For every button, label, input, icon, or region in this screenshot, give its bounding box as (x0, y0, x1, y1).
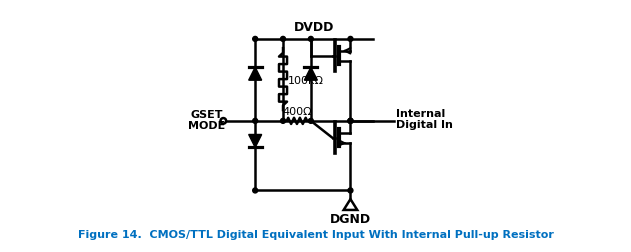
Text: 100kΩ: 100kΩ (288, 76, 324, 85)
Text: Internal
Digital In: Internal Digital In (396, 108, 453, 130)
Circle shape (348, 119, 353, 124)
Text: DGND: DGND (330, 212, 371, 225)
Circle shape (348, 119, 353, 124)
Circle shape (281, 119, 285, 124)
Text: Figure 14.  CMOS/TTL Digital Equivalent Input With Internal Pull-up Resistor: Figure 14. CMOS/TTL Digital Equivalent I… (78, 229, 553, 239)
Text: GSET
MODE: GSET MODE (187, 109, 225, 131)
Circle shape (309, 37, 314, 42)
Polygon shape (249, 135, 262, 148)
Text: DVDD: DVDD (294, 21, 334, 34)
Circle shape (252, 37, 257, 42)
Circle shape (252, 188, 257, 193)
Circle shape (348, 119, 353, 124)
Polygon shape (304, 68, 317, 81)
Circle shape (348, 188, 353, 193)
Circle shape (281, 37, 285, 42)
Polygon shape (249, 68, 262, 81)
Circle shape (309, 119, 314, 124)
Circle shape (348, 37, 353, 42)
Circle shape (252, 119, 257, 124)
Text: 400Ω: 400Ω (282, 106, 312, 116)
